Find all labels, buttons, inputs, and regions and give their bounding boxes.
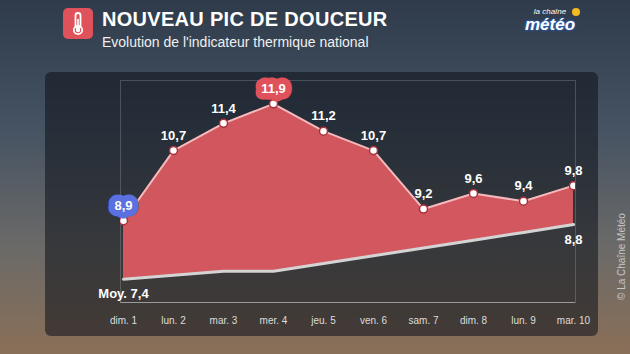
svg-text:8,8: 8,8 (564, 232, 582, 247)
svg-text:mar. 3: mar. 3 (210, 315, 238, 326)
svg-text:8,9: 8,9 (114, 198, 132, 213)
svg-text:mar. 10: mar. 10 (557, 315, 591, 326)
svg-text:lun. 9: lun. 9 (511, 315, 536, 326)
svg-text:11,9: 11,9 (261, 81, 286, 96)
svg-text:9,4: 9,4 (514, 178, 533, 193)
svg-text:mer. 4: mer. 4 (260, 315, 288, 326)
svg-text:9,8: 9,8 (564, 163, 582, 178)
svg-text:dim. 8: dim. 8 (460, 315, 488, 326)
html-text:météo: météo (525, 15, 575, 34)
html-text:la chaîne: la chaîne (533, 7, 567, 16)
html-text:NOUVEAU PIC DE DOUCEUR: NOUVEAU PIC DE DOUCEUR (102, 8, 388, 30)
svg-text:10,7: 10,7 (361, 128, 386, 143)
svg-text:lun. 2: lun. 2 (161, 315, 186, 326)
html-text:© La Chaîne Météo: © La Chaîne Météo (616, 213, 627, 300)
svg-text:Moy. 7,4: Moy. 7,4 (98, 286, 149, 301)
html-text:Evolution de l'indicateur ther: Evolution de l'indicateur thermique nati… (102, 34, 369, 50)
svg-text:11,2: 11,2 (311, 108, 336, 123)
svg-text:dim. 1: dim. 1 (110, 315, 138, 326)
svg-text:10,7: 10,7 (161, 128, 186, 143)
svg-text:11,4: 11,4 (211, 101, 236, 116)
svg-text:9,6: 9,6 (464, 171, 482, 186)
svg-text:sam. 7: sam. 7 (408, 315, 438, 326)
svg-text:ven. 6: ven. 6 (360, 315, 388, 326)
svg-text:jeu. 5: jeu. 5 (310, 315, 336, 326)
svg-text:9,2: 9,2 (414, 186, 432, 201)
